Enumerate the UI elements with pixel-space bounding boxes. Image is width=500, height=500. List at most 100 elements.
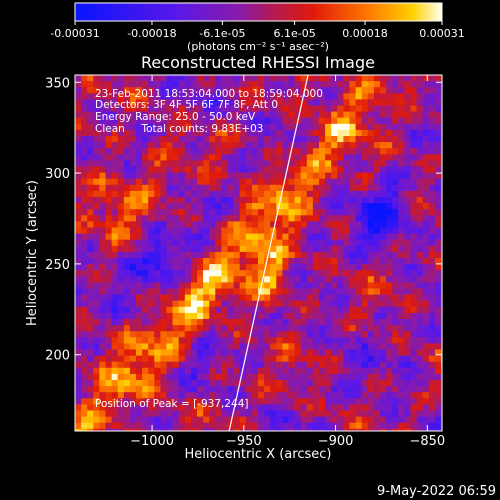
- heatmap-cell: [190, 270, 198, 277]
- heatmap-cell: [111, 392, 119, 399]
- heatmap-cell: [404, 294, 411, 302]
- heatmap-cell: [264, 343, 271, 350]
- heatmap-cell: [136, 300, 143, 308]
- heatmap-cell: [349, 288, 356, 295]
- heatmap-cell: [337, 306, 344, 314]
- heatmap-cell: [410, 75, 417, 82]
- heatmap-cell: [142, 178, 149, 186]
- heatmap-cell: [154, 239, 161, 247]
- heatmap-cell: [306, 75, 314, 82]
- heatmap-cell: [294, 87, 302, 94]
- heatmap-cell: [190, 422, 198, 430]
- heatmap-cell: [123, 251, 131, 259]
- heatmap-cell: [221, 166, 228, 173]
- heatmap-cell: [337, 380, 344, 387]
- heatmap-cell: [337, 190, 344, 198]
- heatmap-cell: [349, 105, 356, 112]
- heatmap-cell: [325, 264, 332, 271]
- heatmap-cell: [178, 239, 186, 247]
- heatmap-cell: [245, 312, 253, 320]
- heatmap-cell: [160, 294, 167, 302]
- heatmap-cell: [178, 251, 186, 259]
- heatmap-cell: [258, 367, 265, 375]
- heatmap-cell: [434, 215, 442, 222]
- heatmap-cell: [154, 306, 161, 314]
- heatmap-cell: [209, 81, 216, 88]
- heatmap-cell: [343, 422, 350, 430]
- heatmap-cell: [251, 172, 259, 180]
- heatmap-cell: [386, 215, 393, 222]
- heatmap-cell: [294, 215, 302, 222]
- heatmap-cell: [282, 154, 289, 161]
- heatmap-cell: [136, 270, 143, 277]
- heatmap-cell: [331, 142, 338, 149]
- heatmap-cell: [75, 398, 82, 405]
- heatmap-cell: [386, 221, 393, 228]
- heatmap-cell: [117, 343, 125, 350]
- heatmap-cell: [312, 166, 320, 173]
- heatmap-cell: [160, 142, 167, 149]
- heatmap-cell: [337, 87, 344, 94]
- heatmap-cell: [386, 282, 393, 289]
- heatmap-cell: [404, 398, 411, 405]
- heatmap-cell: [142, 404, 149, 411]
- heatmap-cell: [312, 197, 320, 204]
- heatmap-cell: [233, 154, 241, 161]
- heatmap-cell: [386, 172, 393, 180]
- heatmap-cell: [154, 312, 161, 320]
- heatmap-cell: [203, 380, 210, 387]
- heatmap-cell: [203, 373, 210, 381]
- heatmap-cell: [203, 239, 210, 247]
- heatmap-cell: [81, 160, 88, 167]
- heatmap-cell: [136, 355, 143, 363]
- heatmap-cell: [264, 380, 271, 387]
- heatmap-cell: [282, 221, 289, 228]
- heatmap-cell: [117, 325, 125, 332]
- heatmap-cell: [142, 99, 149, 106]
- heatmap-cell: [349, 373, 356, 381]
- heatmap-cell: [410, 203, 417, 210]
- heatmap-cell: [380, 215, 387, 222]
- heatmap-cell: [373, 93, 381, 100]
- heatmap-cell: [166, 178, 173, 186]
- heatmap-cell: [160, 75, 167, 82]
- heatmap-cell: [75, 306, 82, 314]
- heatmap-cell: [239, 154, 247, 161]
- heatmap-cell: [184, 245, 192, 253]
- heatmap-cell: [422, 87, 430, 94]
- heatmap-cell: [215, 380, 222, 387]
- heatmap-cell: [294, 203, 302, 210]
- heatmap-cell: [422, 276, 430, 283]
- y-tick-label: 250: [45, 258, 70, 273]
- heatmap-cell: [197, 312, 204, 320]
- heatmap-cell: [166, 319, 173, 326]
- heatmap-cell: [136, 276, 143, 283]
- heatmap-cell: [422, 221, 430, 228]
- heatmap-cell: [129, 258, 137, 265]
- solar-limb-line: [228, 75, 309, 431]
- heatmap-cell: [148, 81, 155, 88]
- heatmap-cell: [184, 416, 192, 424]
- heatmap-cell: [361, 319, 369, 326]
- heatmap-cell: [300, 136, 308, 143]
- heatmap-cell: [325, 337, 332, 344]
- heatmap-cell: [294, 276, 302, 283]
- heatmap-cell: [349, 184, 356, 192]
- heatmap-cell: [343, 184, 350, 192]
- heatmap-cell: [184, 123, 192, 131]
- heatmap-cell: [270, 203, 277, 210]
- heatmap-cell: [123, 404, 131, 411]
- heatmap-cell: [81, 288, 88, 295]
- heatmap-cell: [367, 312, 375, 320]
- heatmap-cell: [416, 416, 424, 424]
- heatmap-cell: [105, 123, 112, 131]
- heatmap-cell: [123, 337, 131, 344]
- heatmap-cell: [233, 172, 241, 180]
- heatmap-cell: [81, 148, 88, 155]
- heatmap-cell: [93, 349, 100, 356]
- heatmap-cell: [325, 93, 332, 100]
- heatmap-cell: [331, 221, 338, 228]
- heatmap-cell: [117, 148, 125, 155]
- heatmap-cell: [410, 111, 417, 119]
